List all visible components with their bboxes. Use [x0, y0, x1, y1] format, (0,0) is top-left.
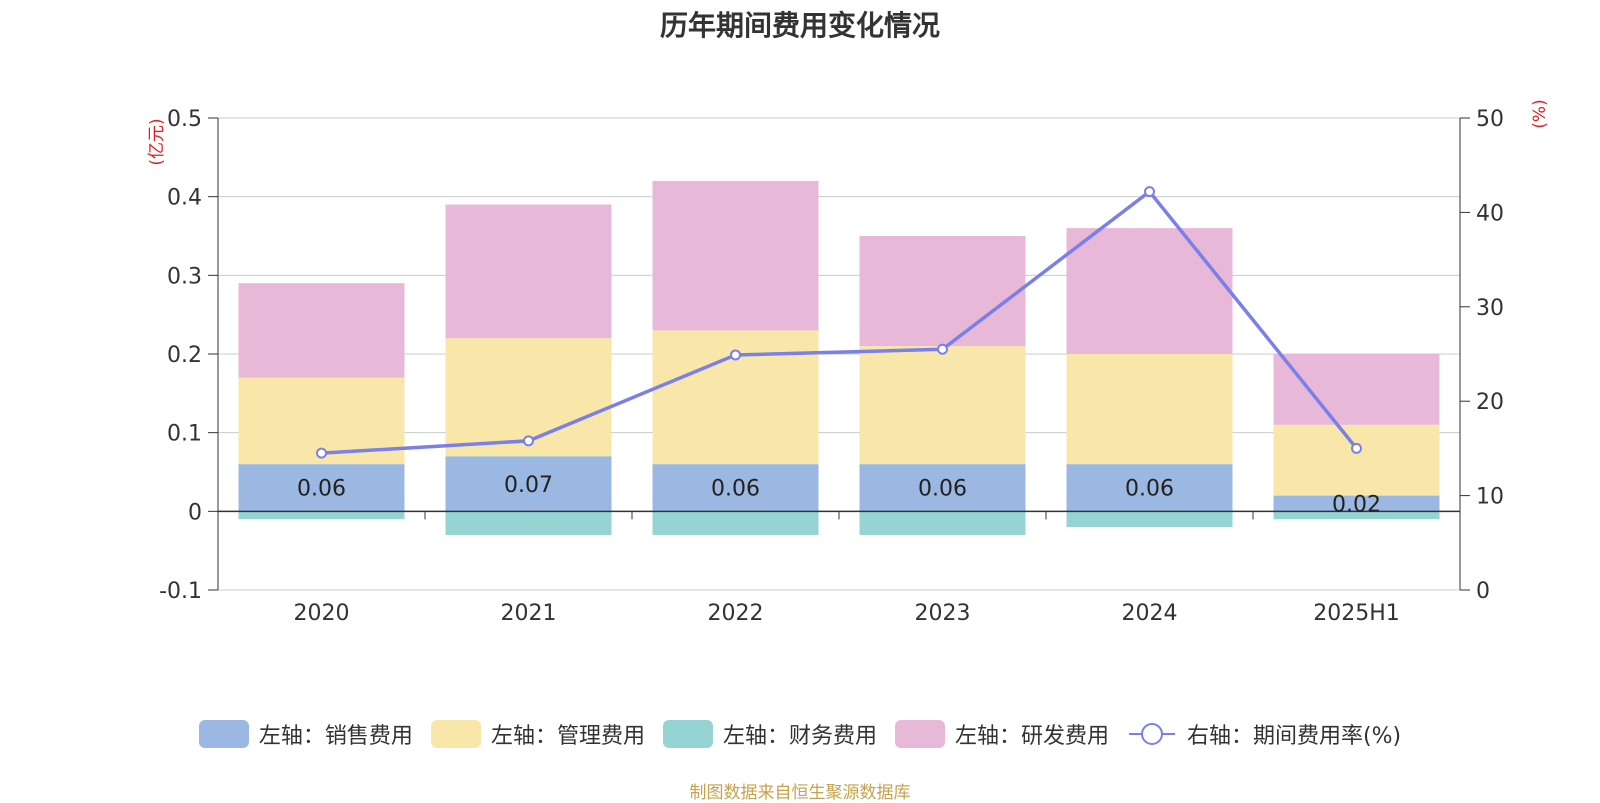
bar-segment [238, 283, 405, 378]
legend-swatch [894, 720, 945, 748]
right-axis-tick-label: 30 [1476, 296, 1504, 321]
legend-item: 左轴：销售费用 [198, 718, 413, 750]
right-axis-tick-label: 0 [1476, 579, 1490, 604]
x-axis-tick-label: 2024 [1122, 601, 1178, 626]
line-series-point [730, 349, 741, 361]
bar-segment [238, 511, 405, 520]
bar-segment [652, 464, 819, 512]
bar-segment [1066, 228, 1233, 354]
legend-swatch [662, 720, 713, 748]
bar-data-label: 0.06 [918, 477, 967, 502]
left-axis-tick-label: 0.2 [167, 343, 202, 368]
legend-swatch [430, 720, 481, 748]
chart-title: 历年期间费用变化情况 [659, 9, 940, 42]
legend-item: 左轴：研发费用 [894, 718, 1109, 750]
line-series-point [523, 435, 534, 447]
line-series-path [321, 189, 1358, 455]
left-axis-tick-label: 0.5 [167, 107, 202, 132]
legend-swatch [198, 720, 249, 748]
legend-line-marker-icon [1128, 723, 1175, 745]
bar-segment [238, 464, 405, 512]
legend-label: 左轴：销售费用 [258, 724, 413, 749]
bar-data-label: 0.06 [1125, 477, 1174, 502]
left-axis-tick-label: 0 [188, 500, 202, 525]
line-series-point [316, 447, 327, 459]
legend-label: 左轴：管理费用 [490, 724, 645, 749]
left-axis-unit: (亿元) [147, 118, 167, 165]
bar-segment [859, 346, 1026, 465]
x-axis-tick-label: 2023 [915, 601, 971, 626]
bar-segment [652, 511, 819, 535]
line-series-point [1144, 186, 1155, 198]
x-axis-tick-label: 2025H1 [1313, 601, 1400, 626]
bar-segment [1066, 464, 1233, 512]
source-note: 制图数据来自恒生聚源数据库 [689, 783, 911, 803]
bar-data-label: 0.06 [711, 477, 760, 502]
right-axis-tick-label: 20 [1476, 390, 1504, 415]
left-axis-tick-label: 0.1 [167, 422, 202, 447]
bar-segment [1273, 495, 1440, 512]
left-axis-tick-label: 0.4 [167, 186, 202, 211]
legend-item: 右轴：期间费用率(%) [1127, 718, 1401, 750]
bar-segment [652, 180, 819, 331]
x-axis-tick-label: 2021 [501, 601, 557, 626]
bar-segment [1273, 424, 1440, 496]
legend-label: 右轴：期间费用率(%) [1186, 724, 1402, 749]
bar-segment [445, 456, 612, 512]
legend-label: 左轴：财务费用 [722, 724, 877, 749]
bar-segment [1066, 354, 1233, 465]
line-series-point [1351, 442, 1362, 454]
legend-item: 左轴：管理费用 [430, 718, 645, 750]
bar-segment [859, 236, 1026, 347]
x-axis-tick-label: 2022 [708, 601, 764, 626]
bar-data-label: 0.02 [1332, 492, 1381, 517]
line-series-point [937, 343, 948, 355]
bar-segment [1273, 511, 1440, 520]
bar-segment [859, 511, 1026, 535]
bar-segment [445, 511, 612, 535]
bar-segment [445, 204, 612, 339]
right-axis-unit: (%) [1530, 99, 1550, 128]
legend-item: 左轴：财务费用 [662, 718, 877, 750]
x-axis-tick-label: 2020 [294, 601, 350, 626]
bar-segment [1273, 354, 1440, 425]
bar-data-label: 0.06 [297, 477, 346, 502]
right-axis-tick-label: 50 [1476, 107, 1504, 132]
bar-segment [1066, 511, 1233, 528]
left-axis-tick-label: -0.1 [159, 579, 202, 604]
legend-label: 左轴：研发费用 [954, 724, 1109, 749]
right-axis-tick-label: 40 [1476, 201, 1504, 226]
legend: 左轴：销售费用 左轴：管理费用 左轴：财务费用 左轴：研发费用 右轴：期间费用率(%) [0, 718, 1600, 750]
bar-segment [859, 464, 1026, 512]
left-axis-tick-label: 0.3 [167, 264, 202, 289]
right-axis-tick-label: 10 [1476, 485, 1504, 510]
bar-data-label: 0.07 [504, 473, 553, 498]
